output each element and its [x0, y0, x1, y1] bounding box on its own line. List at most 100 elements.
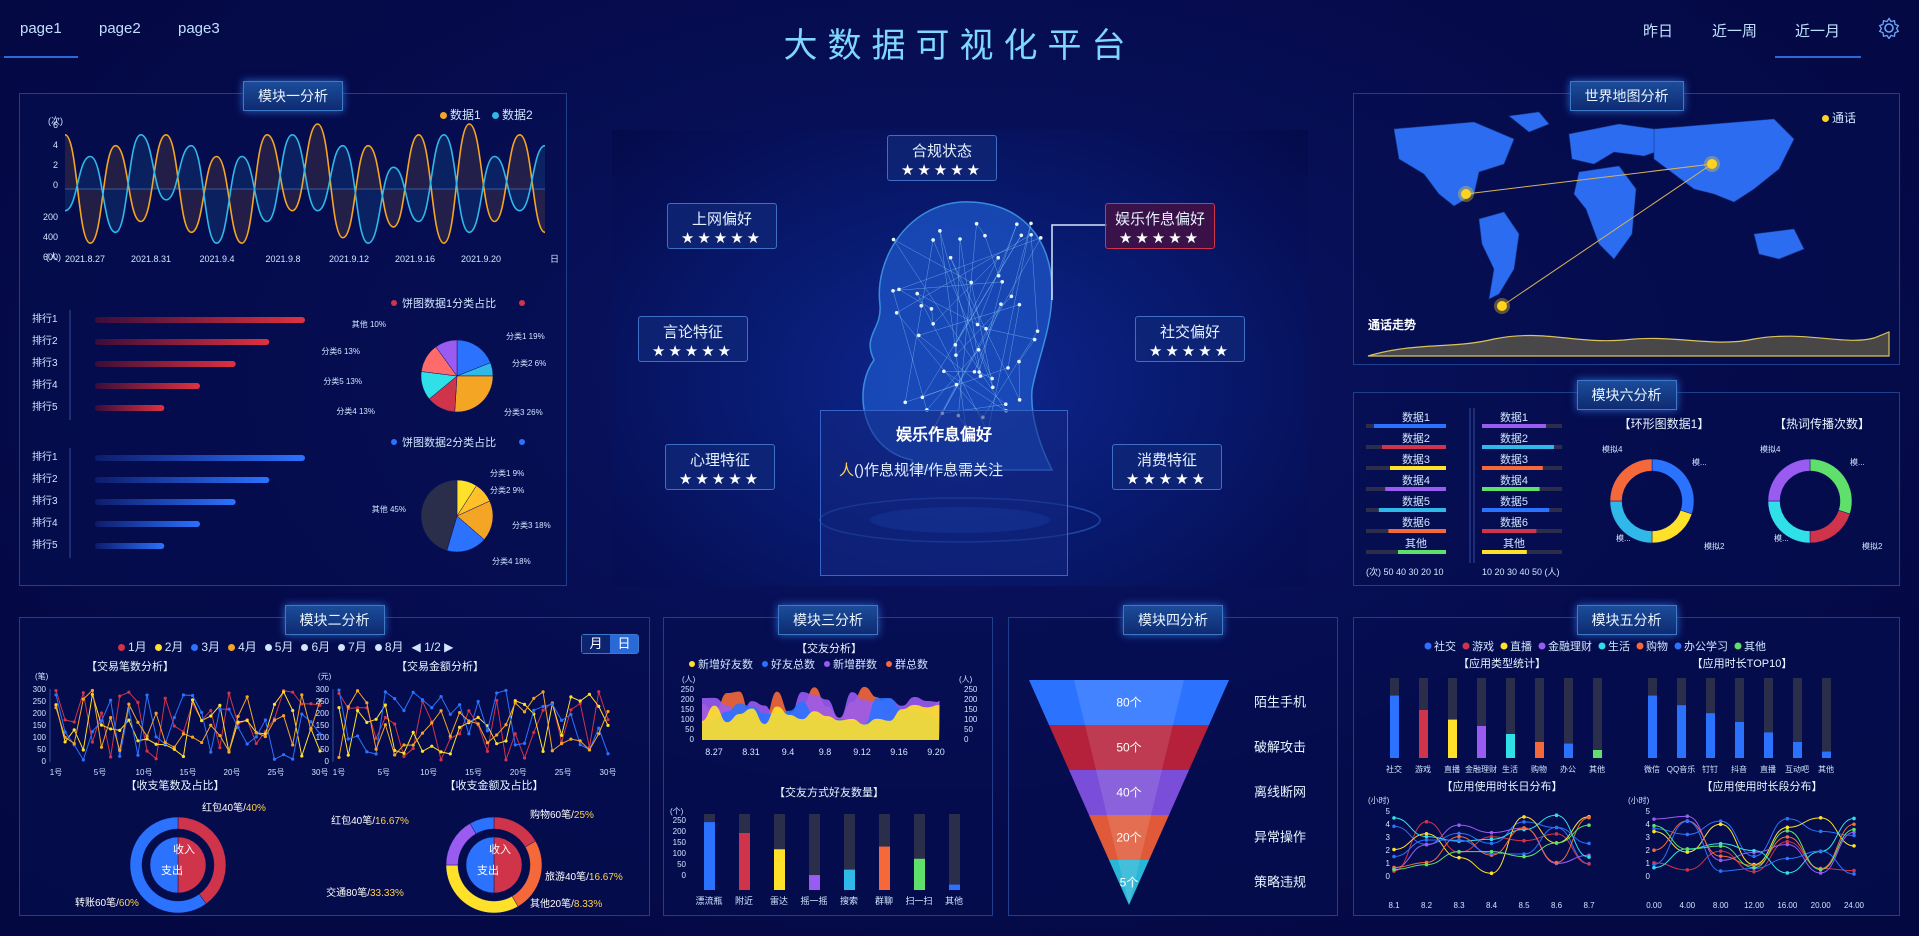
- m5-point: [1489, 849, 1494, 854]
- m5-legend-dot: [1500, 642, 1508, 650]
- m5-point: [1685, 847, 1690, 852]
- m5-point: [1522, 854, 1526, 859]
- m5-b1-label-3: 金融理财: [1465, 764, 1497, 774]
- network-node: [1032, 337, 1037, 342]
- legend-pager[interactable]: ◀ 1/2 ▶: [411, 640, 454, 654]
- m5-b1-track: [1593, 678, 1602, 758]
- m5-xtick: 16.00: [1777, 901, 1798, 910]
- funnel-value-2: 40个: [1116, 786, 1141, 800]
- ytick: 50: [37, 745, 46, 754]
- trade-point: [218, 703, 222, 708]
- network-edge: [896, 312, 984, 418]
- range-week[interactable]: 近一周: [1712, 23, 1758, 40]
- tag-internet-pref[interactable]: 上网偏好 ★★★★★: [667, 203, 777, 249]
- series-line-数据1: [64, 123, 546, 244]
- rank-bar-red-0: [95, 317, 305, 323]
- xtick: 2021.9.12: [329, 254, 369, 264]
- m3-bar-0: [704, 822, 715, 890]
- legend-month-1[interactable]: 2月: [164, 640, 184, 654]
- trade-point: [54, 706, 58, 710]
- trade-point: [54, 689, 58, 693]
- network-node: [954, 382, 959, 387]
- trade-point: [578, 743, 582, 747]
- legend-month-2[interactable]: 3月: [201, 640, 221, 654]
- m5-point: [1718, 858, 1723, 863]
- range-month[interactable]: 近一月: [1795, 23, 1841, 40]
- m6-right-label-4: 数据5: [1500, 494, 1528, 508]
- m6-d2-label: 模...: [1774, 533, 1789, 543]
- gear-icon[interactable]: [1878, 17, 1900, 39]
- tab-page2[interactable]: page2: [99, 20, 141, 37]
- trade-point: [245, 742, 249, 746]
- m5-point: [1554, 860, 1559, 865]
- ytick: 200: [316, 709, 330, 718]
- legend-month-3[interactable]: 4月: [238, 640, 257, 654]
- m6-left-bar-6: [1398, 550, 1446, 554]
- m5-point: [1457, 834, 1461, 839]
- m5-xtick: 20.00: [1811, 901, 1832, 910]
- pie2-label-4: 其他 45%: [372, 504, 406, 514]
- m5-point: [1852, 827, 1856, 832]
- trade-point: [522, 741, 527, 746]
- tab-page3[interactable]: page3: [178, 20, 220, 37]
- range-yesterday[interactable]: 昨日: [1643, 23, 1674, 40]
- trade-point: [181, 732, 186, 736]
- trade-point: [560, 742, 564, 746]
- network-edge: [959, 239, 981, 377]
- legend-month-0[interactable]: 1月: [128, 640, 147, 654]
- legend-month-4[interactable]: 5月: [274, 640, 294, 654]
- trade-point: [532, 730, 536, 735]
- legend-month-5[interactable]: 6月: [311, 640, 331, 654]
- toggle-month[interactable]: 月: [582, 635, 610, 653]
- tag-social-pref[interactable]: 社交偏好 ★★★★★: [1135, 316, 1245, 362]
- tag-entertainment-pref[interactable]: 娱乐作息偏好 ★★★★★: [1105, 203, 1215, 249]
- m3-ytick-r: 0: [964, 735, 969, 744]
- m5-b1-bar-5: [1535, 742, 1544, 758]
- tag-compliance[interactable]: 合规状态 ★★★★★: [887, 135, 997, 181]
- rank2-label-0: 排行1: [32, 450, 58, 463]
- network-edge: [933, 257, 999, 324]
- m5-b1-label-5: 购物: [1531, 764, 1547, 774]
- tag-psychology[interactable]: 心理特征 ★★★★★: [665, 444, 775, 490]
- world-map: [1367, 111, 1890, 357]
- trade-point: [569, 708, 573, 712]
- legend-month-6[interactable]: 7月: [348, 640, 367, 654]
- tag-speech[interactable]: 言论特征 ★★★★★: [638, 316, 748, 362]
- m5-legend-dot: [1424, 642, 1432, 650]
- trade-point: [355, 706, 360, 710]
- m5-point: [1818, 871, 1823, 875]
- ytick: 250: [316, 697, 330, 706]
- m5-b2-label-3: 抖音: [1731, 764, 1747, 774]
- trade-point: [154, 757, 158, 761]
- toggle-day[interactable]: 日: [610, 635, 638, 653]
- m5-b1-bar-1: [1419, 710, 1428, 758]
- m3-sub1: 【交友分析】: [796, 641, 862, 655]
- m3-legend-dot: [886, 661, 892, 667]
- trade-point: [541, 749, 545, 754]
- trade-point: [90, 740, 95, 744]
- network-node: [978, 374, 983, 378]
- call-point-1: [1707, 159, 1717, 169]
- module3-title: 模块三分析: [778, 605, 878, 635]
- trade-point: [597, 704, 601, 708]
- tab-page1[interactable]: page1: [20, 20, 62, 37]
- network-node: [958, 237, 962, 241]
- m5-point: [1554, 825, 1559, 830]
- m5-point: [1752, 869, 1756, 874]
- pie1-label-6: 其他 10%: [352, 319, 386, 329]
- trade-point: [337, 755, 341, 760]
- m5-point: [1522, 815, 1526, 819]
- tag-consumption[interactable]: 消费特征 ★★★★★: [1112, 444, 1222, 490]
- trade-point: [430, 721, 434, 725]
- m5-xtick: 24.00: [1844, 901, 1865, 910]
- funnel-value-4: 5个: [1120, 876, 1139, 890]
- funnel-highlight-2: [1096, 770, 1162, 815]
- trade-point: [200, 718, 204, 723]
- trade-point: [337, 706, 341, 710]
- m5-b2-label-4: 直播: [1760, 764, 1776, 774]
- module6-panel: 模块六分析 数据1 数据1 数据2 数据2 数据3 数据3 数据4 数据4 数据5 数据5 数据6 数…: [1353, 380, 1900, 586]
- trade-point: [163, 696, 167, 700]
- legend-month-7[interactable]: 8月: [384, 640, 404, 654]
- trade-point: [154, 735, 158, 739]
- network-node: [1000, 280, 1005, 284]
